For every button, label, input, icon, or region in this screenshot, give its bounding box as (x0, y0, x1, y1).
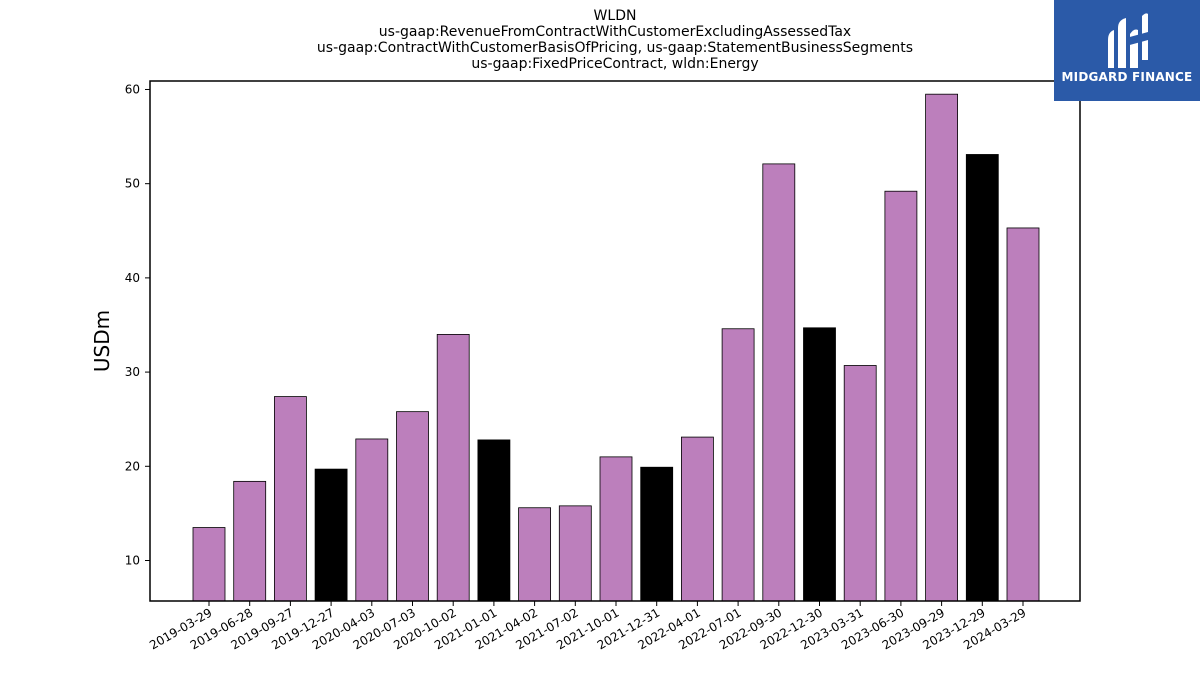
bar (233, 480, 267, 602)
title-line: us-gaap:FixedPriceContract, wldn:Energy (471, 56, 758, 72)
bar (518, 507, 551, 602)
bar (192, 527, 226, 602)
bar (640, 466, 674, 602)
y-tick-label: 50 (125, 177, 140, 191)
y-tick-label: 30 (125, 365, 140, 379)
y-axis: 10 20 30 40 50 60 (125, 82, 150, 567)
bar (314, 468, 348, 602)
bar (477, 439, 511, 602)
bar (436, 334, 470, 602)
bars (192, 93, 1040, 602)
title-line: WLDN (594, 8, 637, 24)
bar (843, 365, 877, 602)
y-tick-label: 20 (125, 459, 140, 473)
bar (721, 328, 755, 602)
logo-text: MIDGARD FINANCE (1061, 70, 1193, 84)
bar (803, 327, 836, 602)
y-tick-label: 60 (125, 82, 140, 96)
title-line: us-gaap:RevenueFromContractWithCustomerE… (379, 24, 851, 40)
bar (884, 190, 918, 602)
bar (599, 456, 633, 602)
midgard-finance-logo: MIDGARD FINANCE (1054, 0, 1200, 101)
bar (558, 505, 592, 602)
logo-mark-icon (1108, 13, 1148, 68)
y-axis-label: USDm (90, 310, 114, 372)
plot-frame (149, 80, 1081, 602)
chart-title: WLDNus-gaap:RevenueFromContractWithCusto… (317, 8, 913, 72)
x-axis: 2019-03-292019-06-282019-09-272019-12-27… (147, 601, 1029, 652)
bar (396, 411, 429, 602)
bar (965, 154, 999, 602)
bar (355, 438, 389, 602)
bar (762, 163, 796, 602)
y-tick-label: 40 (125, 271, 140, 285)
y-tick-label: 10 (125, 553, 140, 567)
bar (681, 436, 714, 602)
title-line: us-gaap:ContractWithCustomerBasisOfPrici… (317, 40, 913, 56)
bar (273, 396, 307, 602)
bar (1006, 227, 1040, 602)
bar (925, 93, 958, 602)
